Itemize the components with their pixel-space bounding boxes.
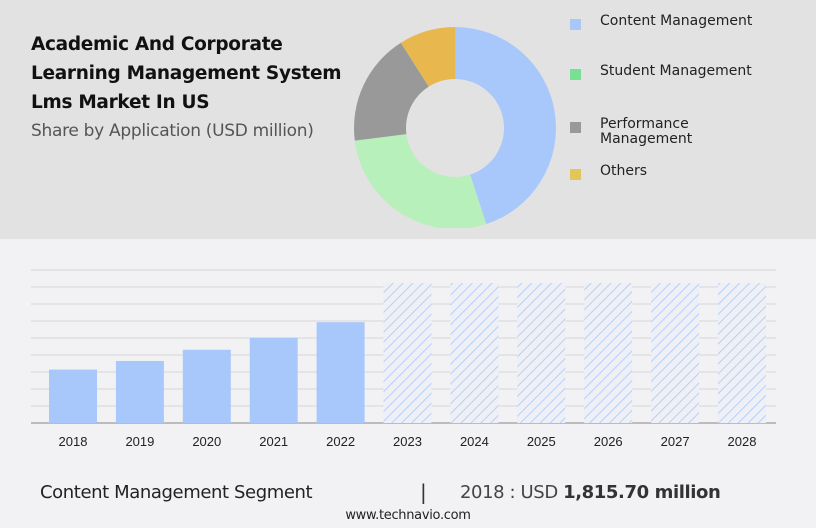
x-tick-label: 2023 xyxy=(393,434,422,449)
bar-forecast-2027 xyxy=(651,283,700,423)
legend-label: Others xyxy=(600,163,648,179)
segment-label: Content Management Segment xyxy=(40,482,313,503)
legend-item-content-management: Content Management xyxy=(570,14,780,30)
donut-slice-others xyxy=(400,27,455,87)
legend-label: Content Management xyxy=(600,13,753,29)
legend-swatch-performance-management xyxy=(570,122,581,133)
bar-2020 xyxy=(182,349,231,423)
bar-forecast-2026 xyxy=(584,283,633,423)
summary-footer: Content Management Segment | 2018 : USD … xyxy=(0,478,816,508)
donut-slice-student-management xyxy=(354,134,487,228)
segment-value: 2018 : USD 1,815.70 million xyxy=(460,482,721,503)
divider: | xyxy=(420,480,427,504)
x-tick-label: 2025 xyxy=(527,434,556,449)
legend-swatch-content-management xyxy=(570,19,581,30)
x-tick-label: 2019 xyxy=(125,434,154,449)
legend-label: Performance Management xyxy=(600,116,693,147)
legend-swatch-student-management xyxy=(570,69,581,80)
x-tick-label: 2021 xyxy=(259,434,288,449)
bar-2022 xyxy=(316,322,365,423)
donut-chart xyxy=(354,27,556,228)
legend-item-others: Others xyxy=(570,164,780,180)
legend-swatch-others xyxy=(570,169,581,180)
page-subtitle: Share by Application (USD million) xyxy=(31,121,314,141)
bar-2021 xyxy=(249,337,298,423)
value-prefix: 2018 : USD xyxy=(460,482,564,503)
bar-forecast-2024 xyxy=(450,283,499,423)
x-tick-label: 2020 xyxy=(192,434,221,449)
legend-label: Student Management xyxy=(600,63,752,79)
x-tick-label: 2018 xyxy=(59,434,88,449)
bar-forecast-2023 xyxy=(383,283,432,423)
bar-forecast-2025 xyxy=(517,283,566,423)
bar-2019 xyxy=(115,360,164,423)
bar-forecast-2028 xyxy=(718,283,766,423)
x-tick-label: 2027 xyxy=(661,434,690,449)
x-tick-label: 2026 xyxy=(594,434,623,449)
donut-slice-content-management xyxy=(455,27,556,225)
page-title: Academic And Corporate Learning Manageme… xyxy=(31,34,342,113)
value-amount: 1,815.70 million xyxy=(563,482,721,503)
bar-chart: 2018 2019 2020 2021 2022 2023 2024 2025 2026 2027… xyxy=(31,269,776,449)
donut-slice-performance-management xyxy=(354,42,429,141)
x-tick-label: 2024 xyxy=(460,434,489,449)
legend-item-performance-management: Performance Management xyxy=(570,117,710,147)
source-link[interactable]: www.technavio.com xyxy=(345,508,471,523)
x-tick-label: 2028 xyxy=(728,434,757,449)
bar-2018 xyxy=(49,369,97,423)
legend-item-student-management: Student Management xyxy=(570,64,780,80)
x-tick-label: 2022 xyxy=(326,434,355,449)
